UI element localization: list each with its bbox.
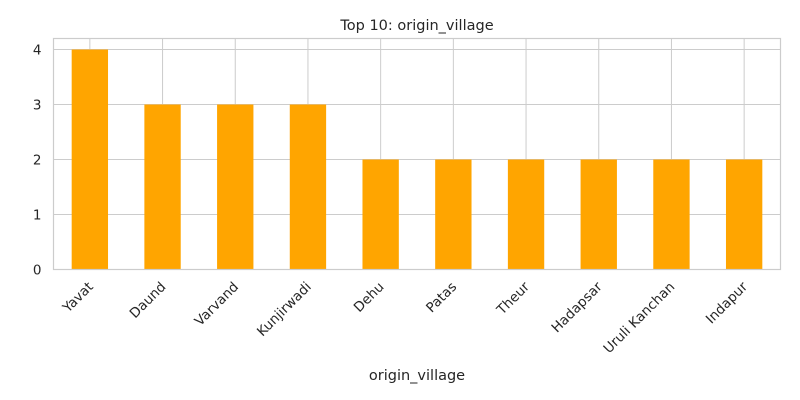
plot-frame [52, 37, 782, 271]
bar [289, 104, 327, 270]
x-tick-label: Dehu [351, 279, 388, 316]
bar [580, 159, 617, 270]
x-tick-label: Hadapsar [549, 279, 606, 336]
y-tick-labels: 0 1 2 3 4 [33, 43, 42, 279]
x-tick-label: Yavat [59, 279, 97, 317]
x-tick-labels: Yavat Daund Varvand Kunjirwadi Dehu Patas Theu… [59, 279, 751, 357]
y-tick-label: 0 [33, 263, 42, 279]
y-tick-label: 3 [33, 98, 42, 114]
x-tick-label: Theur [493, 279, 533, 319]
bar [435, 159, 472, 270]
x-tick-label: Daund [127, 279, 170, 322]
bar [362, 159, 399, 270]
x-axis-label: origin_village [369, 368, 465, 384]
y-tick-label: 1 [33, 208, 42, 224]
bar [725, 159, 763, 270]
bar [71, 49, 109, 270]
y-tick-label: 4 [33, 43, 42, 59]
x-tick-label: Patas [423, 279, 460, 316]
bar [144, 104, 181, 270]
y-tick-label: 2 [33, 153, 42, 169]
bar [653, 159, 690, 270]
x-tick-label: Varvand [192, 279, 242, 329]
x-tick-label: Kunjirwadi [254, 279, 315, 340]
x-tick-label: Indapur [703, 279, 751, 327]
bar [217, 104, 254, 270]
bars [71, 49, 763, 270]
x-tick-label: Uruli Kanchan [600, 279, 678, 357]
chart-title: Top 10: origin_village [339, 18, 493, 34]
bar [507, 159, 545, 270]
